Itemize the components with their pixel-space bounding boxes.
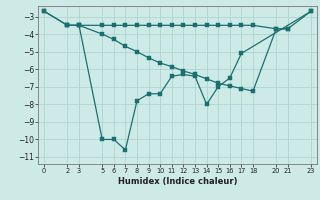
- X-axis label: Humidex (Indice chaleur): Humidex (Indice chaleur): [118, 177, 237, 186]
